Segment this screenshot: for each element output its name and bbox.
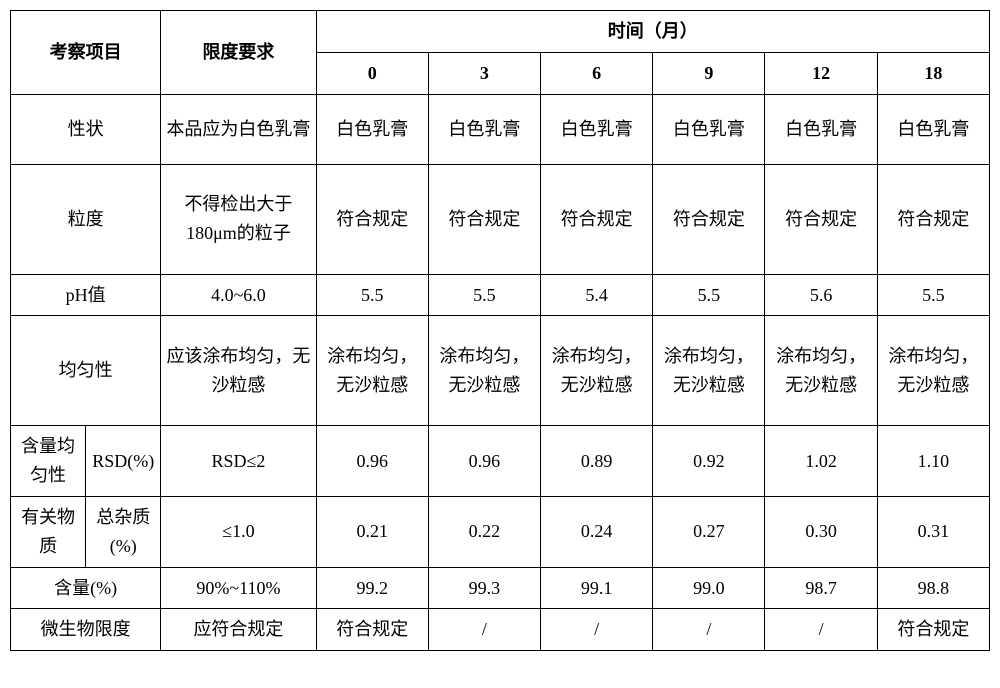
header-time: 时间（月）: [316, 11, 989, 53]
microbe-req: 应符合规定: [161, 609, 316, 651]
microbe-v5: 符合规定: [877, 609, 989, 651]
microbe-label: 微生物限度: [11, 609, 161, 651]
related-req: ≤1.0: [161, 496, 316, 567]
content-v0: 99.2: [316, 567, 428, 609]
related-v2: 0.24: [541, 496, 653, 567]
month-18: 18: [877, 52, 989, 94]
content-uniformity-req: RSD≤2: [161, 426, 316, 497]
appearance-label: 性状: [11, 94, 161, 164]
row-related: 有关物质 总杂质(%) ≤1.0 0.21 0.22 0.24 0.27 0.3…: [11, 496, 990, 567]
microbe-v2: /: [541, 609, 653, 651]
uniformity-v3: 涂布均匀，无沙粒感: [653, 316, 765, 426]
uniformity-v4: 涂布均匀，无沙粒感: [765, 316, 877, 426]
content-uniformity-label1: 含量均匀性: [11, 426, 86, 497]
ph-v2: 5.4: [541, 274, 653, 316]
month-6: 6: [541, 52, 653, 94]
related-v4: 0.30: [765, 496, 877, 567]
ph-v5: 5.5: [877, 274, 989, 316]
particle-v1: 符合规定: [428, 164, 540, 274]
row-ph: pH值 4.0~6.0 5.5 5.5 5.4 5.5 5.6 5.5: [11, 274, 990, 316]
uniformity-v5: 涂布均匀，无沙粒感: [877, 316, 989, 426]
content-uniformity-v4: 1.02: [765, 426, 877, 497]
appearance-v1: 白色乳膏: [428, 94, 540, 164]
content-label: 含量(%): [11, 567, 161, 609]
particle-v3: 符合规定: [653, 164, 765, 274]
header-requirement: 限度要求: [161, 11, 316, 95]
microbe-v1: /: [428, 609, 540, 651]
uniformity-v1: 涂布均匀，无沙粒感: [428, 316, 540, 426]
ph-v1: 5.5: [428, 274, 540, 316]
content-uniformity-v2: 0.89: [541, 426, 653, 497]
related-v0: 0.21: [316, 496, 428, 567]
header-item: 考察项目: [11, 11, 161, 95]
appearance-req: 本品应为白色乳膏: [161, 94, 316, 164]
row-particle: 粒度 不得检出大于180μm的粒子 符合规定 符合规定 符合规定 符合规定 符合…: [11, 164, 990, 274]
appearance-v5: 白色乳膏: [877, 94, 989, 164]
ph-req: 4.0~6.0: [161, 274, 316, 316]
particle-v0: 符合规定: [316, 164, 428, 274]
content-v1: 99.3: [428, 567, 540, 609]
ph-v4: 5.6: [765, 274, 877, 316]
content-v3: 99.0: [653, 567, 765, 609]
month-12: 12: [765, 52, 877, 94]
uniformity-v2: 涂布均匀，无沙粒感: [541, 316, 653, 426]
row-uniformity: 均匀性 应该涂布均匀，无沙粒感 涂布均匀，无沙粒感 涂布均匀，无沙粒感 涂布均匀…: [11, 316, 990, 426]
uniformity-req: 应该涂布均匀，无沙粒感: [161, 316, 316, 426]
appearance-v0: 白色乳膏: [316, 94, 428, 164]
related-v3: 0.27: [653, 496, 765, 567]
uniformity-v0: 涂布均匀，无沙粒感: [316, 316, 428, 426]
related-v5: 0.31: [877, 496, 989, 567]
content-v5: 98.8: [877, 567, 989, 609]
particle-v2: 符合规定: [541, 164, 653, 274]
content-v4: 98.7: [765, 567, 877, 609]
related-v1: 0.22: [428, 496, 540, 567]
content-uniformity-v1: 0.96: [428, 426, 540, 497]
particle-v5: 符合规定: [877, 164, 989, 274]
content-req: 90%~110%: [161, 567, 316, 609]
content-uniformity-v0: 0.96: [316, 426, 428, 497]
content-v2: 99.1: [541, 567, 653, 609]
appearance-v2: 白色乳膏: [541, 94, 653, 164]
microbe-v3: /: [653, 609, 765, 651]
related-label2: 总杂质(%): [86, 496, 161, 567]
row-content-uniformity: 含量均匀性 RSD(%) RSD≤2 0.96 0.96 0.89 0.92 1…: [11, 426, 990, 497]
particle-v4: 符合规定: [765, 164, 877, 274]
ph-v3: 5.5: [653, 274, 765, 316]
microbe-v4: /: [765, 609, 877, 651]
month-0: 0: [316, 52, 428, 94]
microbe-v0: 符合规定: [316, 609, 428, 651]
particle-label: 粒度: [11, 164, 161, 274]
related-label1: 有关物质: [11, 496, 86, 567]
row-microbe: 微生物限度 应符合规定 符合规定 / / / / 符合规定: [11, 609, 990, 651]
content-uniformity-v3: 0.92: [653, 426, 765, 497]
content-uniformity-v5: 1.10: [877, 426, 989, 497]
ph-label: pH值: [11, 274, 161, 316]
stability-table: 考察项目 限度要求 时间（月） 0 3 6 9 12 18 性状 本品应为白色乳…: [10, 10, 990, 651]
ph-v0: 5.5: [316, 274, 428, 316]
row-content: 含量(%) 90%~110% 99.2 99.3 99.1 99.0 98.7 …: [11, 567, 990, 609]
appearance-v3: 白色乳膏: [653, 94, 765, 164]
particle-req: 不得检出大于180μm的粒子: [161, 164, 316, 274]
month-3: 3: [428, 52, 540, 94]
header-row-1: 考察项目 限度要求 时间（月）: [11, 11, 990, 53]
row-appearance: 性状 本品应为白色乳膏 白色乳膏 白色乳膏 白色乳膏 白色乳膏 白色乳膏 白色乳…: [11, 94, 990, 164]
appearance-v4: 白色乳膏: [765, 94, 877, 164]
content-uniformity-label2: RSD(%): [86, 426, 161, 497]
month-9: 9: [653, 52, 765, 94]
uniformity-label: 均匀性: [11, 316, 161, 426]
